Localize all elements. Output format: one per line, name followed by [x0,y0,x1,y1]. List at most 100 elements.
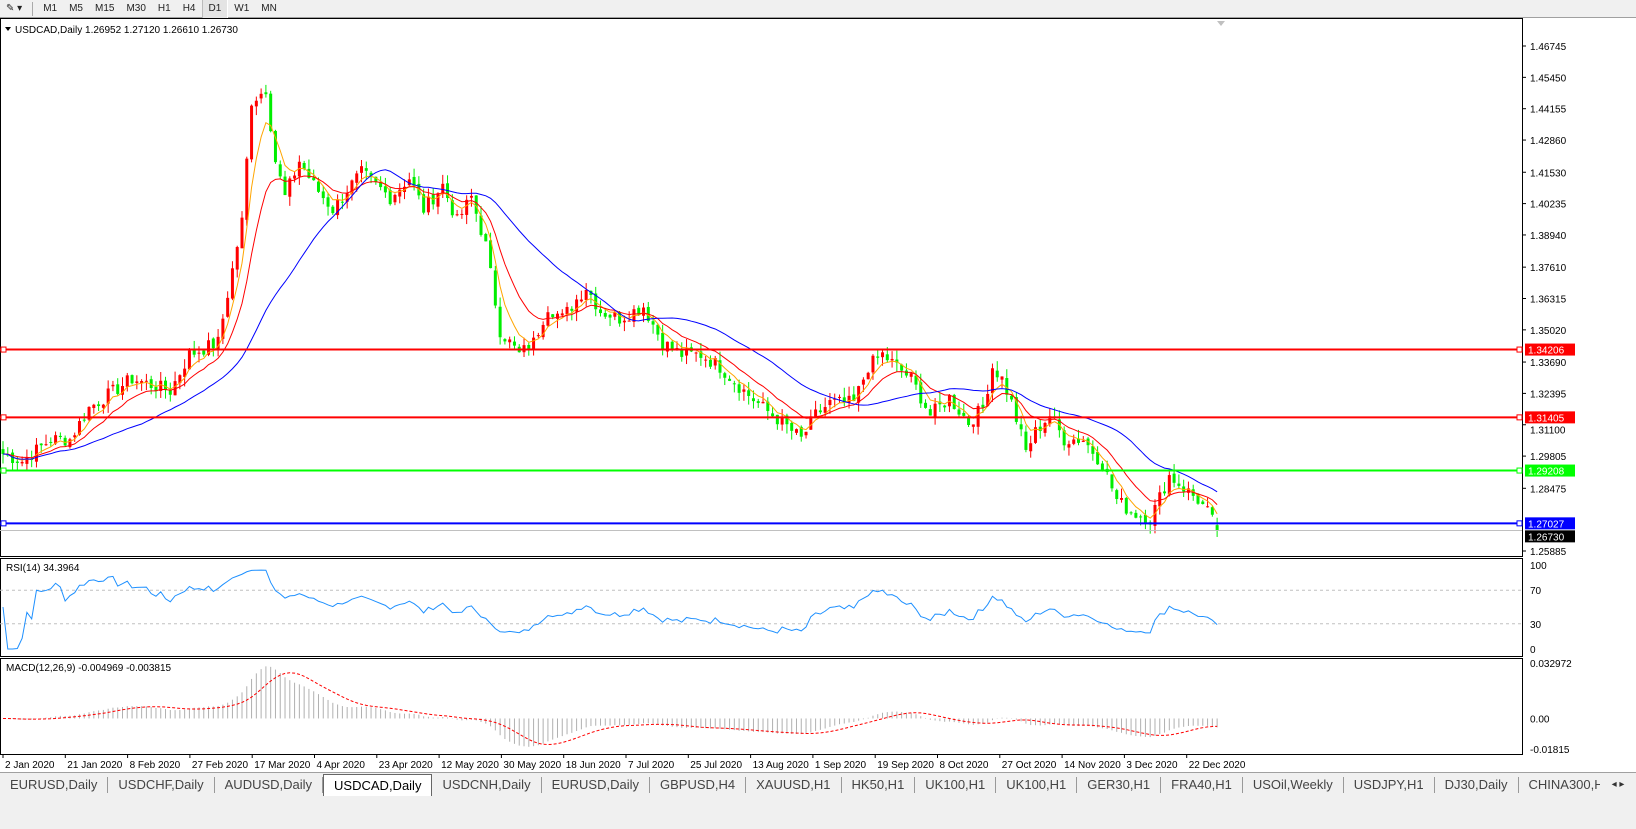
tab-scroll-arrows-icon[interactable]: ◂ ▸ [1600,772,1636,796]
price-axis-label: 1.44155 [1530,105,1567,116]
candle-body [1014,397,1018,422]
candle-body [240,217,244,249]
candle-body [751,398,755,402]
candle-body [1000,376,1004,380]
price-chart[interactable]: 1.46745 1.45450 1.44155 1.42860 1.41530 1.402… [0,18,1636,772]
candle-body [866,372,870,380]
line-handle [0,467,7,474]
price-axis-label: 1.31100 [1530,425,1566,436]
timeframe-m5[interactable]: M5 [69,2,83,14]
candle-body [97,404,101,407]
chart-tab[interactable]: USOil,Weekly [1243,776,1344,793]
timeframe-m1[interactable]: M1 [43,2,58,14]
candle-body [1129,512,1133,514]
chart-tab[interactable]: USDCHF,Daily [108,776,215,793]
candle-body [1115,490,1119,500]
candle-body [1100,463,1104,470]
timeframe-m30[interactable]: M30 [126,2,146,14]
timeframe-h4[interactable]: H4 [182,2,196,14]
timeframe-d1[interactable]: D1 [201,0,229,18]
candle-body [747,390,751,396]
candle-body [259,93,263,99]
candle-body [254,100,258,107]
candle-body [1072,439,1076,444]
chart-tab[interactable]: EURUSD,Daily [0,776,109,793]
candle-body [818,410,822,413]
candle-body [622,320,626,323]
chart-tab[interactable]: EURUSD,Daily [542,776,650,793]
candle-body [202,350,206,355]
candle-body [723,373,727,378]
candle-body [245,158,249,220]
macd-panel-frame [0,658,1523,755]
candle-body [302,163,306,170]
candle-body [809,416,813,430]
rsi-line [2,569,1218,650]
chart-tab[interactable]: FRA40,H1 [1161,776,1243,793]
candle-body [101,404,105,408]
candle-body [694,352,698,354]
candle-body [6,454,10,456]
candle-body [92,404,96,409]
macd-histogram [7,666,1218,747]
candle-body [1067,444,1071,448]
candle-body [197,352,201,354]
candle-body [771,413,775,417]
candle-body [842,397,846,403]
candle-body [814,409,818,418]
candle-body [637,307,641,315]
candle-body [1029,443,1033,452]
candle-body [838,396,841,398]
macd-signal-line [2,672,1218,746]
chart-tab[interactable]: UK100,H1 [996,776,1078,793]
candle-body [34,444,38,462]
date-axis-label: 3 Dec 2020 [1126,760,1178,771]
candle-body [393,194,397,203]
candle-body [44,444,48,446]
toolbar-separator [32,1,34,16]
candle-body [861,379,865,385]
candle-body [618,312,622,324]
candle-body [455,214,459,216]
chart-tab[interactable]: USDJPY,H1 [1344,776,1435,793]
timeframe-mn[interactable]: MN [261,2,277,14]
candle-body [608,314,612,318]
timeframe-m15[interactable]: M15 [95,2,115,14]
chart-tab[interactable]: GER30,H1 [1077,776,1162,793]
candle-body [211,338,215,349]
candle-body [680,349,684,357]
candle-body [58,435,62,437]
chart-tab[interactable]: DJ30,Daily [1435,776,1519,793]
chart-tab[interactable]: UK100,H1 [915,776,997,793]
rsi-axis-label: 70 [1530,586,1542,597]
chart-tab[interactable]: USDCNH,Daily [432,776,542,793]
price-axis-label: 1.37610 [1530,263,1567,274]
candle-body [699,351,703,358]
price-axis-label: 1.33690 [1530,358,1567,369]
candle-body [374,176,378,182]
chart-tab[interactable]: CHINA300,H1 [1519,777,1601,793]
candle-body [498,306,502,338]
candle-body [990,368,994,394]
candle-body [775,414,779,425]
candle-body [584,289,588,300]
chart-tab[interactable]: USDCAD,Daily [323,773,433,796]
timeframe-h1[interactable]: H1 [157,2,171,14]
bid-price-label: 1.26730 [1528,532,1565,543]
chart-tab[interactable]: HK50,H1 [842,776,916,793]
price-axis-label: 1.25885 [1530,547,1567,558]
candle-body [149,379,153,388]
timeframe-w1[interactable]: W1 [234,2,250,14]
candle-body [728,378,732,381]
candle-body [154,386,158,392]
candle-body [670,341,674,350]
chart-tab[interactable]: AUDUSD,Daily [215,776,324,793]
chart-tab[interactable]: GBPUSD,H4 [650,776,747,793]
drawing-tools-dropdown[interactable]: ✎ ▾ [6,2,23,14]
candle-body [321,191,325,199]
candle-body [1210,507,1214,515]
chart-tab[interactable]: XAUUSD,H1 [746,776,842,793]
candle-body [852,394,856,401]
candle-body [1201,501,1205,504]
price-label-bg [1525,343,1575,356]
